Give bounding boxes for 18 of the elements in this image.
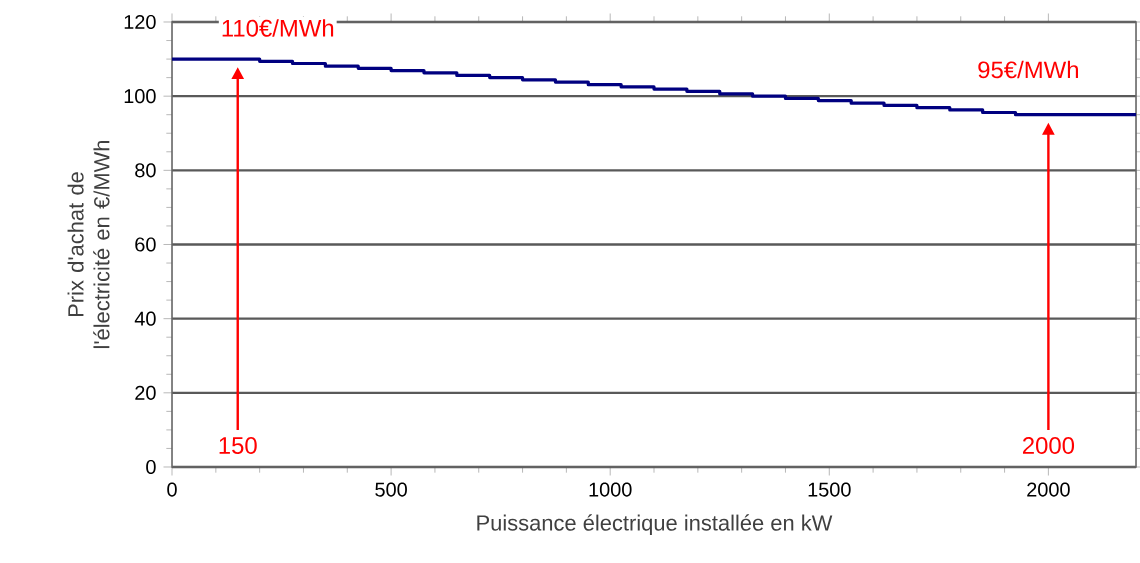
y-tick-label: 60 xyxy=(135,237,156,252)
annotation: 150 xyxy=(219,437,257,454)
x-tick-label: 500 xyxy=(375,482,407,497)
annotation: 95€/MWh xyxy=(978,60,1078,79)
y-tick-label: 100 xyxy=(124,89,156,104)
y-tick-label: 0 xyxy=(146,459,156,475)
annotation: 2000 xyxy=(1022,437,1075,454)
x-tick-label: 1000 xyxy=(589,482,632,497)
y-tick-label: 80 xyxy=(135,163,156,178)
x-tick-label: 1500 xyxy=(808,482,851,497)
y-tick-label: 120 xyxy=(124,14,156,30)
x-axis-title: Puissance électrique installée en kW xyxy=(477,514,833,535)
x-tick-label: 0 xyxy=(167,482,177,497)
y-tick-label: 20 xyxy=(135,385,156,400)
annotation: 110€/MWh xyxy=(222,19,334,37)
x-tick-label: 2000 xyxy=(1027,482,1070,497)
y-axis-title: Prix d'achat de l'électricité en €/MWh xyxy=(67,140,110,349)
y-tick-label: 40 xyxy=(134,311,156,326)
